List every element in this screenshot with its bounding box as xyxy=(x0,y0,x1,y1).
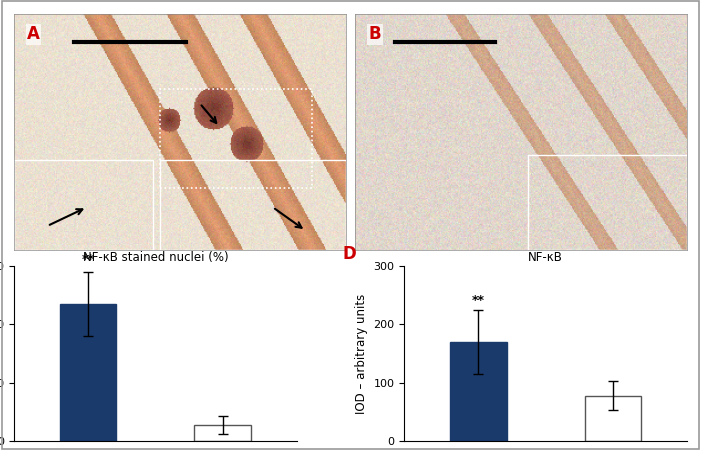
Text: D: D xyxy=(342,245,356,263)
Text: B: B xyxy=(369,25,381,43)
Bar xyxy=(585,396,641,441)
Text: **: ** xyxy=(81,253,95,266)
Bar xyxy=(450,342,507,441)
Bar xyxy=(160,89,313,188)
Y-axis label: IOD – arbitrary units: IOD – arbitrary units xyxy=(355,293,368,414)
Text: A: A xyxy=(27,25,40,43)
Title: NF-κB stained nuclei (%): NF-κB stained nuclei (%) xyxy=(83,251,229,264)
Bar xyxy=(14,160,154,250)
Bar xyxy=(528,155,687,250)
Bar xyxy=(60,304,116,441)
Bar xyxy=(160,160,346,250)
Title: NF-κB: NF-κB xyxy=(528,251,563,264)
Text: **: ** xyxy=(472,294,485,307)
Bar xyxy=(194,425,251,441)
